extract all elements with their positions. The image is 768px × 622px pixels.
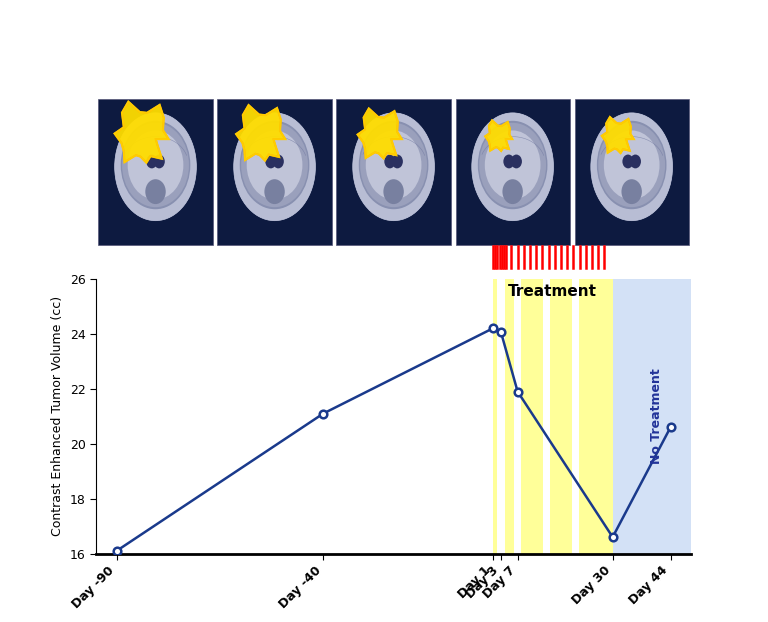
Polygon shape — [114, 101, 169, 163]
Ellipse shape — [273, 154, 284, 169]
FancyBboxPatch shape — [455, 100, 570, 244]
Text: Day 44: Day 44 — [606, 79, 657, 92]
Ellipse shape — [384, 154, 396, 169]
Ellipse shape — [597, 121, 667, 209]
Ellipse shape — [472, 113, 554, 221]
FancyBboxPatch shape — [98, 100, 213, 244]
Bar — [498, 279, 505, 554]
Ellipse shape — [478, 121, 548, 209]
Ellipse shape — [359, 121, 429, 209]
Ellipse shape — [511, 154, 522, 169]
FancyBboxPatch shape — [574, 100, 689, 244]
Polygon shape — [236, 105, 285, 160]
Ellipse shape — [392, 154, 403, 169]
Ellipse shape — [479, 123, 546, 207]
Y-axis label: Contrast Enhanced Tumor Volume (cc): Contrast Enhanced Tumor Volume (cc) — [51, 296, 65, 536]
Text: Day 30: Day 30 — [487, 79, 538, 92]
Ellipse shape — [503, 154, 515, 169]
Text: Day 7: Day 7 — [372, 79, 415, 92]
Ellipse shape — [621, 179, 642, 204]
Ellipse shape — [145, 179, 166, 204]
Ellipse shape — [604, 131, 660, 200]
Ellipse shape — [114, 113, 197, 221]
Ellipse shape — [353, 113, 435, 221]
Ellipse shape — [247, 131, 303, 200]
Polygon shape — [602, 117, 634, 153]
FancyBboxPatch shape — [336, 100, 451, 244]
Ellipse shape — [127, 131, 184, 200]
Ellipse shape — [360, 123, 427, 207]
Ellipse shape — [366, 131, 422, 200]
Ellipse shape — [121, 121, 190, 209]
Ellipse shape — [241, 123, 308, 207]
Bar — [571, 279, 579, 554]
Polygon shape — [358, 108, 402, 159]
Text: Treatment: Treatment — [508, 284, 598, 299]
FancyBboxPatch shape — [217, 100, 332, 244]
Ellipse shape — [240, 121, 310, 209]
Ellipse shape — [233, 113, 316, 221]
Ellipse shape — [598, 123, 665, 207]
Ellipse shape — [591, 113, 673, 221]
Ellipse shape — [265, 154, 276, 169]
Bar — [543, 279, 550, 554]
Bar — [514, 279, 521, 554]
Ellipse shape — [502, 179, 523, 204]
Ellipse shape — [154, 154, 165, 169]
Ellipse shape — [630, 154, 641, 169]
Ellipse shape — [122, 123, 189, 207]
Polygon shape — [485, 121, 512, 151]
Bar — [613, 279, 691, 554]
Bar — [493, 279, 613, 554]
Ellipse shape — [383, 179, 404, 204]
Text: No Treatment: No Treatment — [650, 368, 663, 464]
Ellipse shape — [146, 154, 157, 169]
Text: Day 3: Day 3 — [253, 79, 296, 92]
Ellipse shape — [622, 154, 634, 169]
Ellipse shape — [264, 179, 285, 204]
Text: Day 1: Day 1 — [134, 79, 177, 92]
Ellipse shape — [485, 131, 541, 200]
